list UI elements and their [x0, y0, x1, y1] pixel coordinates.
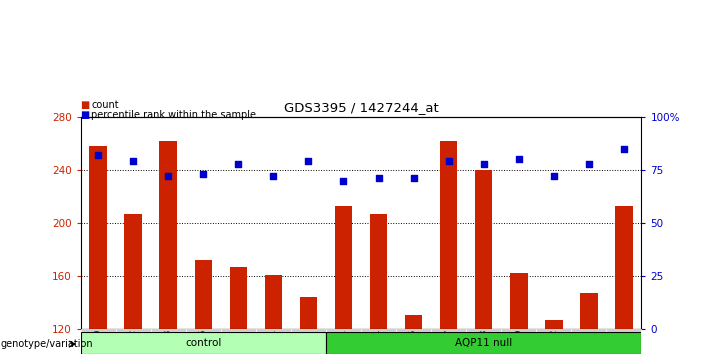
Bar	[466, 329, 501, 354]
Bar	[300, 297, 317, 329]
Bar	[125, 214, 142, 329]
Text: GSM267983: GSM267983	[164, 329, 172, 354]
Title: GDS3395 / 1427244_at: GDS3395 / 1427244_at	[284, 101, 438, 114]
Point	[128, 159, 139, 164]
Bar	[230, 267, 247, 329]
Text: GSM267995: GSM267995	[620, 329, 628, 354]
Bar	[405, 315, 423, 329]
Bar	[501, 329, 536, 354]
Bar	[291, 329, 326, 354]
Text: GSM267985: GSM267985	[409, 329, 418, 354]
Bar	[160, 141, 177, 329]
Point	[443, 159, 454, 164]
Bar	[221, 329, 256, 354]
Text: GSM267989: GSM267989	[515, 329, 523, 354]
Point	[303, 159, 314, 164]
Text: genotype/variation: genotype/variation	[1, 339, 93, 349]
Point	[163, 173, 174, 179]
Bar	[186, 329, 221, 354]
Point	[618, 146, 629, 152]
Point	[583, 161, 594, 166]
Text: GSM267981: GSM267981	[339, 329, 348, 354]
Bar	[510, 273, 528, 329]
Bar	[475, 170, 492, 329]
Text: AQP11 null: AQP11 null	[455, 338, 512, 348]
Text: count: count	[91, 100, 118, 110]
Bar	[256, 329, 291, 354]
Point	[338, 178, 349, 183]
Point	[478, 161, 489, 166]
Text: percentile rank within the sample: percentile rank within the sample	[91, 109, 256, 120]
Text: GSM267984: GSM267984	[374, 329, 383, 354]
Text: GSM267987: GSM267987	[444, 329, 453, 354]
Point	[408, 176, 419, 181]
Bar	[326, 329, 361, 354]
Bar	[195, 260, 212, 329]
Bar	[431, 329, 466, 354]
Bar	[580, 293, 598, 329]
Point	[268, 173, 279, 179]
Text: GSM267991: GSM267991	[269, 329, 278, 354]
Text: ■: ■	[81, 100, 93, 110]
Bar	[90, 146, 107, 329]
Bar	[335, 206, 353, 329]
Text: GSM267990: GSM267990	[234, 329, 243, 354]
Text: control: control	[185, 338, 222, 348]
Bar	[606, 329, 641, 354]
Point	[93, 152, 104, 158]
Bar	[545, 320, 562, 329]
Text: GSM267980: GSM267980	[94, 329, 102, 354]
Bar	[326, 332, 641, 354]
Bar	[396, 329, 431, 354]
Point	[233, 161, 244, 166]
Point	[548, 173, 559, 179]
Bar	[361, 329, 396, 354]
Text: GSM267986: GSM267986	[199, 329, 207, 354]
Bar	[571, 329, 606, 354]
Text: GSM267988: GSM267988	[479, 329, 488, 354]
Text: GSM267994: GSM267994	[304, 329, 313, 354]
Bar	[265, 275, 283, 329]
Bar	[615, 206, 633, 329]
Text: GSM267993: GSM267993	[585, 329, 593, 354]
Bar	[536, 329, 571, 354]
Text: GSM267982: GSM267982	[129, 329, 137, 354]
Text: GSM267992: GSM267992	[550, 329, 558, 354]
Point	[198, 171, 209, 177]
Bar	[116, 329, 151, 354]
Point	[513, 156, 524, 162]
Bar	[81, 332, 326, 354]
Bar	[370, 214, 387, 329]
Bar	[81, 329, 116, 354]
Text: ■: ■	[81, 109, 93, 120]
Bar	[151, 329, 186, 354]
Bar	[440, 141, 458, 329]
Point	[373, 176, 384, 181]
